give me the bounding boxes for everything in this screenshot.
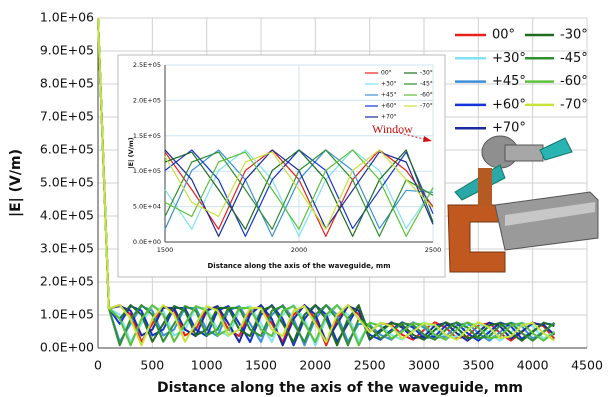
legend-label: +45° <box>381 92 397 99</box>
legend-label: 00° <box>381 70 392 77</box>
legend-label: +60° <box>381 103 397 110</box>
x-tick-label: 1500 <box>245 358 277 373</box>
x-tick-label: 3000 <box>408 358 440 373</box>
cone-right <box>540 138 572 160</box>
x-tick-label: 1500 <box>157 246 174 254</box>
x-tick-label: 1000 <box>191 358 223 373</box>
y-tick-label: 0.0E+00 <box>133 238 161 246</box>
cylinder-body <box>505 145 543 161</box>
y-tick-label: 8.0E+05 <box>40 76 94 91</box>
x-tick-label: 3500 <box>462 358 494 373</box>
y-tick-label: 1.5E+05 <box>133 132 161 140</box>
chart: 0.0E+00 1.0E+05 2.0E+05 3.0E+05 4.0E+05 5.0E+… <box>0 0 609 397</box>
legend-label: +60° <box>492 97 526 112</box>
annotation: Window <box>372 122 413 136</box>
legend-label: +45° <box>492 74 526 89</box>
y-tick-label: 2.0E+05 <box>133 96 161 104</box>
y-tick-label: 2.0E+05 <box>40 274 94 289</box>
legend-label: -30° <box>420 70 433 77</box>
y-tick-label: 7.0E+05 <box>40 109 94 124</box>
legend-label: +30° <box>381 81 397 88</box>
x-tick-label: 500 <box>140 358 164 373</box>
x-axis-label: Distance along the axis of the waveguide… <box>207 262 390 270</box>
y-tick-label: 9.0E+05 <box>40 43 94 58</box>
legend-label: -60° <box>420 92 433 99</box>
legend-label: +70° <box>492 121 526 136</box>
y-tick-label: 3.0E+05 <box>40 241 94 256</box>
legend-label: -60° <box>560 74 588 89</box>
y-tick-label: 6.0E+05 <box>40 142 94 157</box>
x-tick-label: 4500 <box>571 358 603 373</box>
legend-label: -70° <box>560 97 588 112</box>
y-axis-label: |E| (V/m) <box>8 149 24 217</box>
legend-label: +30° <box>492 51 526 66</box>
x-axis-label: Distance along the axis of the waveguide… <box>157 380 523 396</box>
y-tick-label: 2.5E+05 <box>133 61 161 69</box>
x-tick-label: 2500 <box>354 358 386 373</box>
y-tick-label: 5.0E+05 <box>40 175 94 190</box>
y-tick-label: 5.0E+04 <box>133 203 161 211</box>
y-tick-label: 1.0E+05 <box>40 307 94 322</box>
waveguide-illustration <box>448 136 598 272</box>
legend-label: -70° <box>420 103 433 110</box>
x-tick-label: 2000 <box>299 358 331 373</box>
x-tick-label: 0 <box>94 358 102 373</box>
y-tick-label: 1.0E+06 <box>40 10 94 25</box>
x-tick-label: 4000 <box>517 358 549 373</box>
legend-label: +70° <box>381 114 397 121</box>
y-tick-label: 0.0E+00 <box>40 340 94 355</box>
c-shape <box>448 205 505 272</box>
x-tick-label: 2000 <box>291 246 308 254</box>
pipe <box>478 168 492 206</box>
y-tick-label: 4.0E+05 <box>40 208 94 223</box>
y-axis-label: |E| (V/m) <box>127 137 136 169</box>
x-tick-label: 2500 <box>425 246 442 254</box>
legend-label: -45° <box>420 81 433 88</box>
legend-label: 00° <box>492 28 515 43</box>
legend-label: -30° <box>560 28 588 43</box>
page: 0.0E+00 1.0E+05 2.0E+05 3.0E+05 4.0E+05 5.0E+… <box>0 0 609 397</box>
legend-label: -45° <box>560 51 588 66</box>
y-tick-label: 1.0E+05 <box>133 167 161 175</box>
